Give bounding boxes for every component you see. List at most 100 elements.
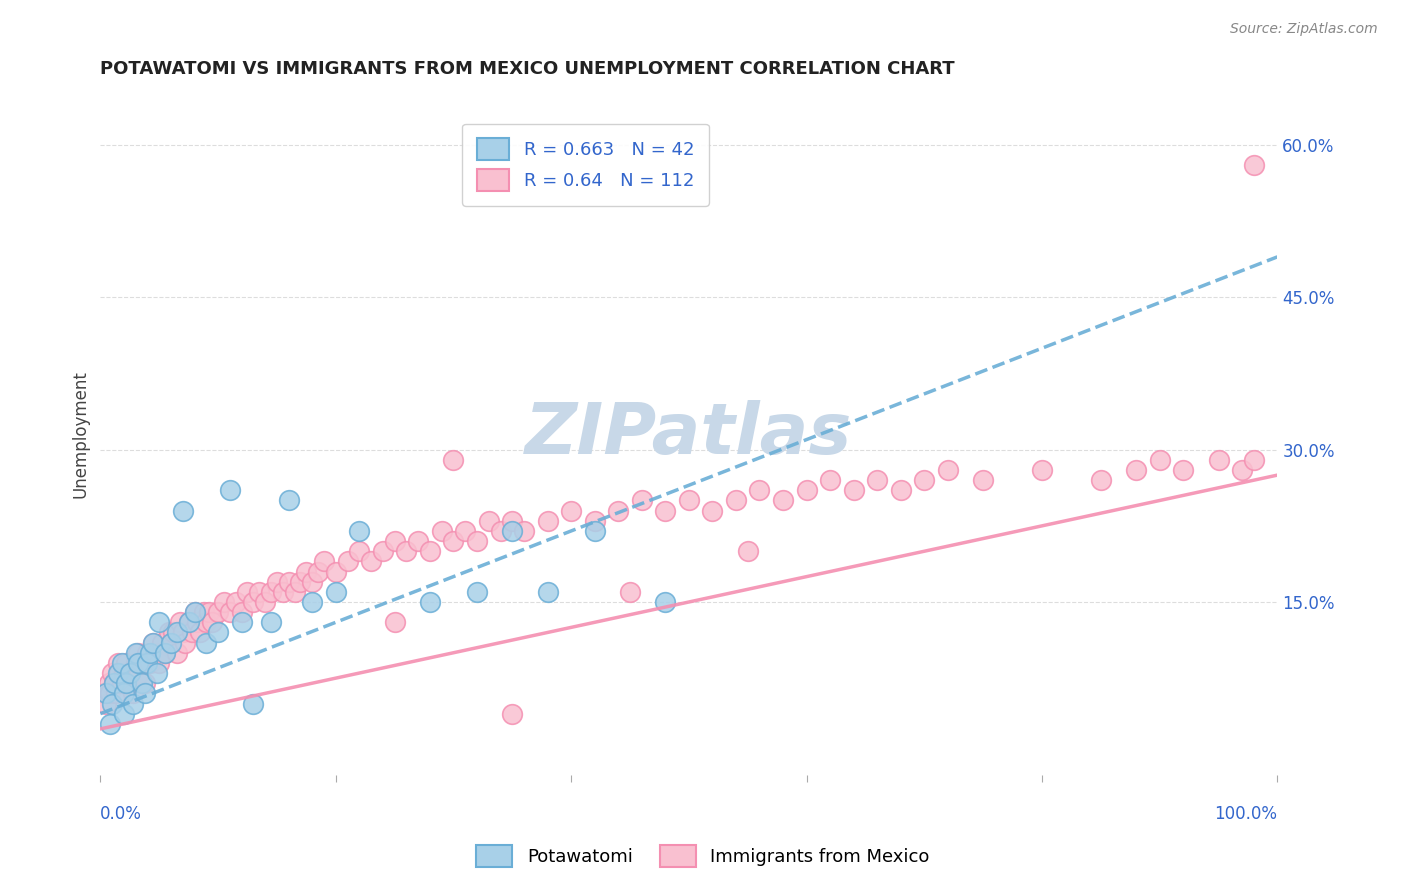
Point xyxy=(242,595,264,609)
Point xyxy=(122,686,145,700)
Point xyxy=(131,656,153,670)
Point xyxy=(181,625,204,640)
Point xyxy=(190,625,212,640)
Text: Source: ZipAtlas.com: Source: ZipAtlas.com xyxy=(1230,22,1378,37)
Point xyxy=(1149,453,1171,467)
Point xyxy=(501,524,523,538)
Point xyxy=(172,503,194,517)
Point xyxy=(112,686,135,700)
Point xyxy=(160,635,183,649)
Point xyxy=(148,656,170,670)
Point xyxy=(290,574,312,589)
Point xyxy=(325,565,347,579)
Point xyxy=(231,615,253,630)
Point xyxy=(98,716,121,731)
Point xyxy=(748,483,770,498)
Point xyxy=(97,676,120,690)
Point xyxy=(936,463,959,477)
Point xyxy=(260,585,283,599)
Point xyxy=(1125,463,1147,477)
Point xyxy=(654,503,676,517)
Point xyxy=(207,625,229,640)
Point xyxy=(619,585,641,599)
Point xyxy=(225,595,247,609)
Point xyxy=(419,595,441,609)
Point xyxy=(866,473,889,487)
Point xyxy=(112,666,135,681)
Text: 100.0%: 100.0% xyxy=(1215,805,1278,823)
Point xyxy=(166,646,188,660)
Point xyxy=(560,503,582,517)
Point xyxy=(115,676,138,690)
Point xyxy=(301,595,323,609)
Point xyxy=(513,524,536,538)
Point xyxy=(131,676,153,690)
Point xyxy=(630,493,652,508)
Point xyxy=(96,697,118,711)
Y-axis label: Unemployment: Unemployment xyxy=(72,370,89,499)
Point xyxy=(218,605,240,619)
Point xyxy=(172,625,194,640)
Text: 0.0%: 0.0% xyxy=(100,805,142,823)
Point xyxy=(197,605,219,619)
Legend: R = 0.663   N = 42, R = 0.64   N = 112: R = 0.663 N = 42, R = 0.64 N = 112 xyxy=(463,124,709,206)
Point xyxy=(177,615,200,630)
Point xyxy=(260,615,283,630)
Point xyxy=(454,524,477,538)
Point xyxy=(160,635,183,649)
Point xyxy=(118,666,141,681)
Point xyxy=(174,635,197,649)
Point xyxy=(912,473,935,487)
Point xyxy=(702,503,724,517)
Point xyxy=(112,706,135,721)
Point xyxy=(336,554,359,568)
Point xyxy=(236,585,259,599)
Point xyxy=(312,554,335,568)
Point xyxy=(153,646,176,660)
Point xyxy=(108,666,131,681)
Point xyxy=(218,483,240,498)
Point xyxy=(360,554,382,568)
Text: POTAWATOMI VS IMMIGRANTS FROM MEXICO UNEMPLOYMENT CORRELATION CHART: POTAWATOMI VS IMMIGRANTS FROM MEXICO UNE… xyxy=(100,60,955,78)
Point xyxy=(536,585,558,599)
Point xyxy=(489,524,512,538)
Point xyxy=(212,595,235,609)
Point xyxy=(1208,453,1230,467)
Point xyxy=(583,514,606,528)
Point xyxy=(166,625,188,640)
Point xyxy=(169,615,191,630)
Point xyxy=(583,524,606,538)
Point xyxy=(122,697,145,711)
Point xyxy=(301,574,323,589)
Point xyxy=(150,635,173,649)
Point xyxy=(177,615,200,630)
Point xyxy=(818,473,841,487)
Point xyxy=(134,676,156,690)
Point xyxy=(195,635,218,649)
Point xyxy=(142,635,165,649)
Point xyxy=(124,646,146,660)
Point xyxy=(890,483,912,498)
Point xyxy=(501,514,523,528)
Point xyxy=(142,635,165,649)
Point xyxy=(395,544,418,558)
Point xyxy=(107,656,129,670)
Point xyxy=(110,676,132,690)
Point xyxy=(443,534,465,549)
Point xyxy=(406,534,429,549)
Point xyxy=(536,514,558,528)
Point xyxy=(148,615,170,630)
Point xyxy=(186,615,208,630)
Point xyxy=(678,493,700,508)
Point xyxy=(325,585,347,599)
Point xyxy=(101,666,124,681)
Point xyxy=(1173,463,1195,477)
Point xyxy=(277,574,299,589)
Point xyxy=(103,676,125,690)
Point xyxy=(193,605,215,619)
Point xyxy=(110,656,132,670)
Point xyxy=(737,544,759,558)
Point xyxy=(121,666,143,681)
Point xyxy=(183,605,205,619)
Point xyxy=(842,483,865,498)
